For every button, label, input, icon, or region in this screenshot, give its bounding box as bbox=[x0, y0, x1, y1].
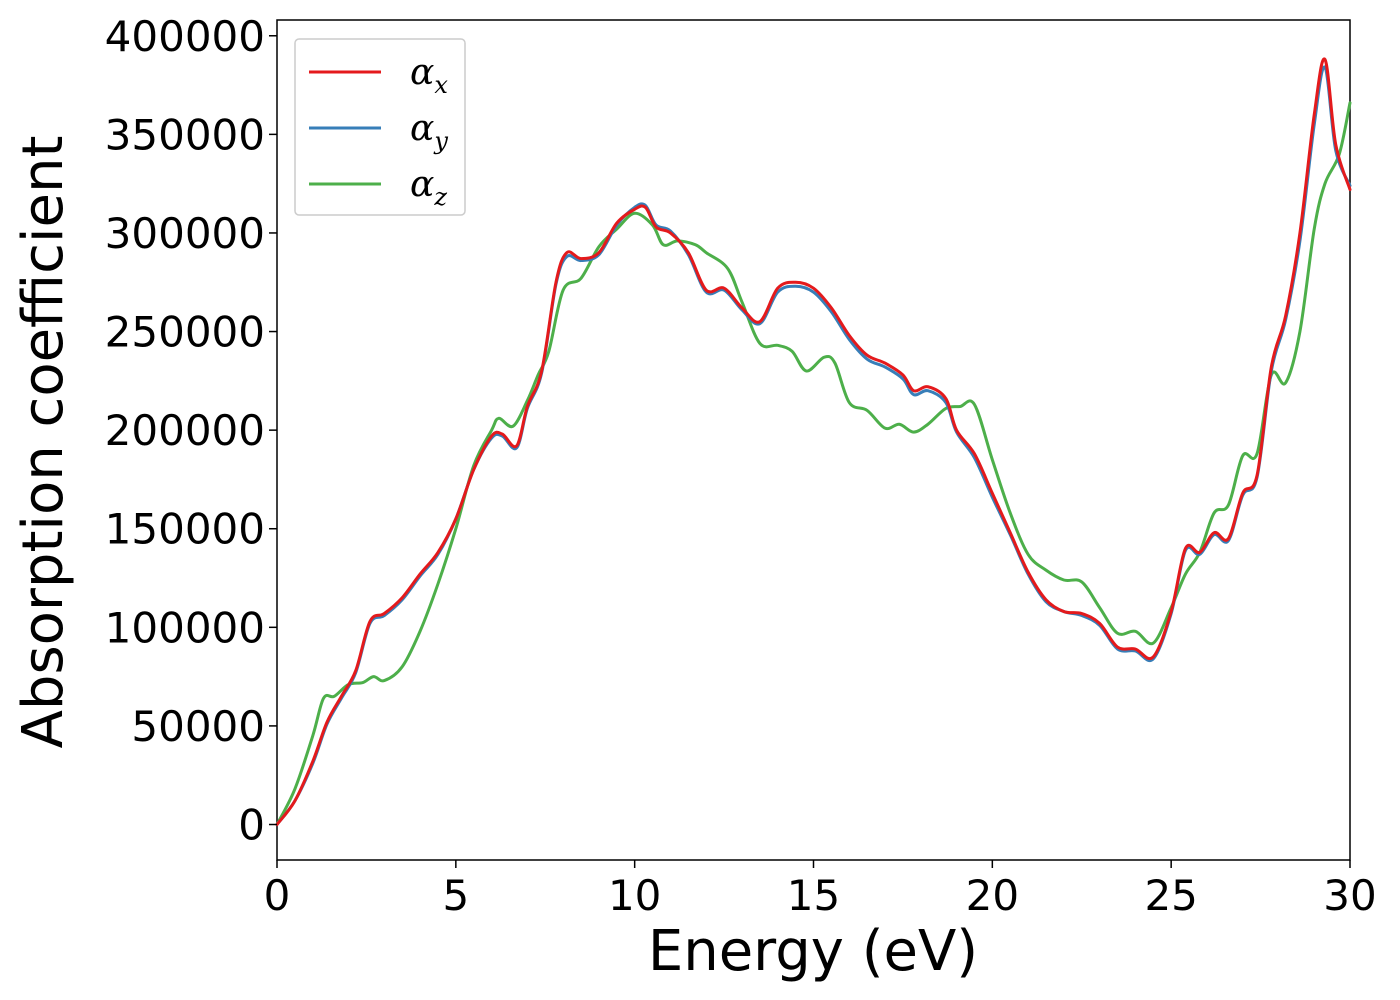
y-tick-label: 150000 bbox=[105, 505, 265, 554]
y-tick-label: 50000 bbox=[131, 702, 265, 751]
y-tick-label: 250000 bbox=[105, 308, 265, 357]
y-tick-label: 350000 bbox=[105, 110, 265, 159]
x-axis-ticks: 0 5 10 15 20 25 30 bbox=[264, 860, 1377, 920]
x-tick-label: 15 bbox=[787, 871, 840, 920]
legend-subscript: y bbox=[433, 127, 448, 155]
x-tick-label: 20 bbox=[966, 871, 1019, 920]
legend-subscript: x bbox=[434, 71, 448, 99]
x-tick-label: 30 bbox=[1323, 871, 1376, 920]
y-axis-title: Absorption coefficient bbox=[11, 136, 76, 749]
y-tick-label: 0 bbox=[238, 801, 265, 850]
series-line-z bbox=[275, 101, 1352, 827]
series-group bbox=[275, 57, 1352, 827]
y-tick-label: 300000 bbox=[105, 209, 265, 258]
y-tick-label: 400000 bbox=[105, 12, 265, 61]
legend-label-z: αz bbox=[410, 164, 447, 211]
x-tick-label: 25 bbox=[1144, 871, 1197, 920]
y-axis-ticks: 0 50000 100000 150000 200000 250000 300000 3500… bbox=[105, 12, 277, 850]
legend-label-x: αx bbox=[410, 52, 448, 99]
y-tick-label: 100000 bbox=[105, 603, 265, 652]
x-axis-title: Energy (eV) bbox=[648, 919, 978, 984]
series-line-x bbox=[275, 57, 1352, 827]
x-tick-label: 0 bbox=[264, 871, 291, 920]
legend-symbol: α bbox=[410, 108, 434, 149]
legend-subscript: z bbox=[433, 183, 447, 211]
legend-symbol: α bbox=[410, 164, 434, 205]
x-tick-label: 10 bbox=[608, 871, 661, 920]
y-tick-label: 200000 bbox=[105, 406, 265, 455]
legend-symbol: α bbox=[410, 52, 434, 93]
legend-label-y: αy bbox=[410, 108, 448, 155]
x-tick-label: 5 bbox=[442, 871, 469, 920]
